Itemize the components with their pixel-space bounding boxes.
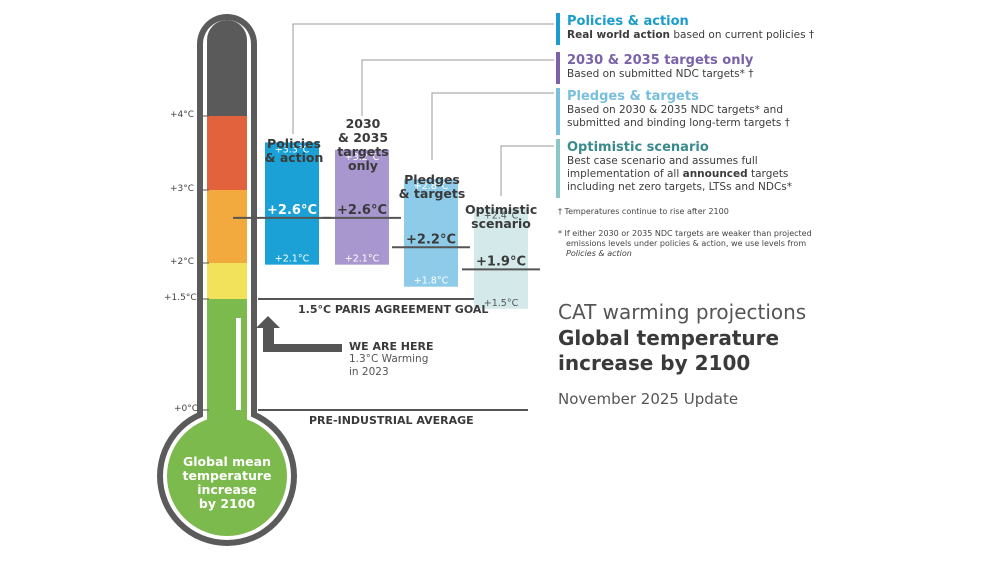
bulb-label: Global mean temperature increase by 2100 bbox=[182, 454, 272, 511]
scenario-high-label-2: +2.8°C bbox=[414, 181, 449, 192]
tick-0c: +0°C bbox=[174, 404, 199, 414]
thermometer bbox=[157, 14, 297, 546]
current-warming-marker bbox=[236, 318, 241, 410]
legend-bar-pledges bbox=[556, 88, 560, 135]
legend-optimistic: Optimistic scenario Best case scenario a… bbox=[567, 140, 792, 193]
legend-bar-optimistic bbox=[556, 139, 560, 198]
tick-2c: +2°C bbox=[170, 257, 195, 267]
legend-pledges: Pledges & targets Based on 2030 & 2035 N… bbox=[567, 89, 790, 129]
scenario-mid-label-3: +1.9°C bbox=[476, 254, 526, 269]
scenario-bar-0 bbox=[265, 142, 319, 265]
scenario-mid-label-1: +2.6°C bbox=[337, 203, 387, 218]
tick-3c: +3°C bbox=[170, 184, 195, 194]
band-1_5-2c bbox=[207, 263, 247, 299]
note-dagger: † Temperatures continue to rise after 21… bbox=[558, 207, 729, 216]
scenario-title-ndc: 2030 & 2035 targets only bbox=[337, 116, 389, 173]
legend-bar-policies bbox=[556, 13, 560, 45]
paris-goal-label: 1.5°C PARIS AGREEMENT GOAL bbox=[298, 303, 489, 316]
scenario-high-label-3: +2.4°C bbox=[484, 211, 519, 222]
scenario-low-label-2: +1.8°C bbox=[414, 276, 449, 287]
tick-1_5c: +1.5°C bbox=[164, 293, 197, 303]
heading-date: November 2025 Update bbox=[558, 390, 739, 408]
legend-connectors bbox=[292, 23, 554, 196]
scenario-bar-3 bbox=[474, 208, 528, 309]
scenario-title-pledges: Pledges & targets bbox=[398, 172, 466, 201]
heading-line3: increase by 2100 bbox=[558, 351, 751, 375]
band-3-4c bbox=[207, 116, 247, 190]
band-above-4c bbox=[207, 20, 247, 116]
tick-4c: +4°C bbox=[170, 110, 195, 120]
heading-line2: Global temperature bbox=[558, 326, 780, 350]
note-star: * If either 2030 or 2035 NDC targets are… bbox=[558, 229, 812, 258]
scenario-high-label-0: +3.3°C bbox=[275, 144, 310, 155]
legend-ndc: 2030 & 2035 targets only Based on submit… bbox=[567, 53, 754, 80]
scenario-title-optimistic: Optimistic scenario bbox=[465, 202, 538, 231]
scenario-low-label-0: +2.1°C bbox=[275, 254, 310, 265]
scenario-bar-2 bbox=[404, 179, 458, 287]
legend-bar-ndc bbox=[556, 52, 560, 84]
pre-industrial-label: PRE-INDUSTRIAL AVERAGE bbox=[309, 414, 474, 427]
scenario-low-label-3: +1.5°C bbox=[484, 298, 519, 309]
thermometer-bulb bbox=[167, 416, 287, 536]
scenario-low-label-1: +2.1°C bbox=[345, 254, 380, 265]
scenario-bars: +3.3°C +2.6°C +2.1°C +3.2°C +2.6°C +2.1°C +2.8… bbox=[233, 142, 540, 309]
scenario-mid-label-2: +2.2°C bbox=[406, 232, 456, 247]
scenario-title-policies: Policies & action bbox=[264, 136, 324, 165]
band-2-3c bbox=[207, 190, 247, 263]
scenario-mid-label-0: +2.6°C bbox=[267, 203, 317, 218]
we-are-here-arrow bbox=[256, 316, 342, 352]
heading-line1: CAT warming projections bbox=[558, 300, 807, 324]
legend-policies: Policies & action Real world action base… bbox=[567, 14, 815, 41]
scenario-bar-1 bbox=[335, 149, 389, 265]
heading: CAT warming projections Global temperatu… bbox=[558, 300, 806, 408]
we-are-here: WE ARE HERE 1.3°C Warming in 2023 bbox=[349, 340, 434, 378]
scenario-high-label-1: +3.2°C bbox=[345, 152, 380, 163]
